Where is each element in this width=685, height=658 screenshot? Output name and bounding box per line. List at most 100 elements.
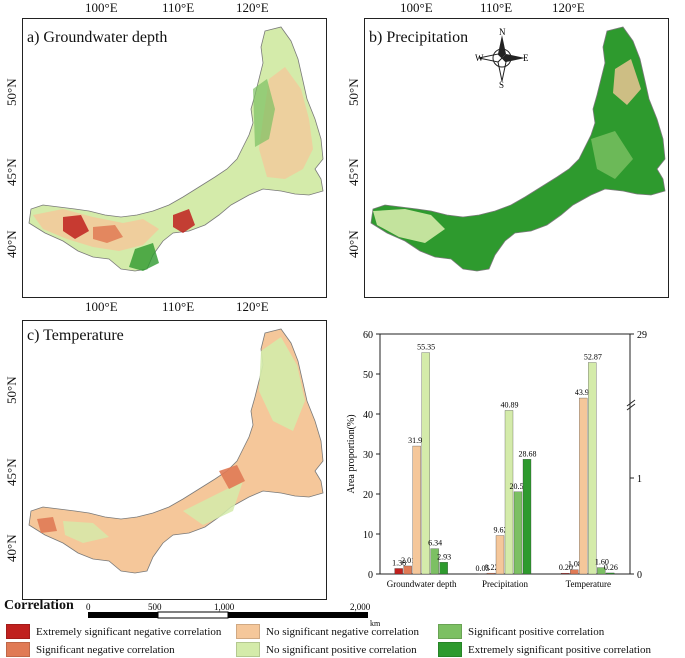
bar — [597, 567, 606, 575]
region-green-ne — [259, 337, 305, 431]
compass-w: W — [475, 53, 484, 63]
scale-label-0: 0 — [86, 602, 91, 612]
lat-tick-c-40: 40°N — [4, 534, 19, 562]
y-tick-label: 0 — [368, 570, 373, 581]
lon-tick-top-b-120: 120°E — [552, 0, 585, 15]
compass-s: S — [499, 80, 504, 89]
scale-bar: 0 500 1,000 2,000 km — [86, 602, 380, 628]
scale-unit: km — [370, 619, 380, 628]
legend-item-ext-pos: Extremely significant positive correlati… — [438, 642, 651, 657]
map-groundwater — [28, 26, 324, 272]
scale-label-500: 500 — [148, 602, 162, 612]
compass-rose: N S E W — [475, 27, 529, 89]
bar-value-label: 1.08 — [568, 560, 582, 569]
legend-label-nosig-neg: No significant negative correlation — [266, 625, 420, 638]
y-right-tick-label: 0 — [637, 570, 642, 581]
bar-value-label: 1.38 — [392, 558, 406, 567]
panel-title-c: c) Temperature — [27, 327, 124, 344]
y-tick-label: 20 — [363, 490, 373, 501]
region-orange-east — [259, 67, 313, 179]
y-tick-label: 30 — [363, 450, 373, 461]
bar — [579, 397, 588, 575]
bar — [606, 572, 615, 575]
legend-swatch-sig-pos — [438, 624, 462, 639]
legend-label-ext-pos: Extremely significant positive correlati… — [468, 643, 651, 656]
lat-tick-c-50: 50°N — [4, 376, 19, 404]
lon-tick-bottom-110: 110°E — [162, 299, 195, 314]
lat-tick-b-45: 45°N — [346, 158, 361, 186]
region-green-west — [63, 521, 109, 543]
legend-swatch-ext-neg — [6, 624, 30, 639]
map-panel-precipitation: b) Precipitation N S E W — [364, 18, 669, 298]
bar-value-label: 0.22 — [485, 563, 499, 572]
y-tick-label: 60 — [363, 330, 373, 341]
panel-title-b: b) Precipitation — [369, 29, 469, 46]
map-precipitation — [370, 26, 666, 272]
bar — [504, 410, 514, 575]
bar-value-label: 20.54 — [510, 482, 528, 491]
region-sig-neg — [93, 225, 123, 243]
legend-label-sig-pos: Significant positive correlation — [468, 625, 605, 638]
lat-tick-b-40: 40°N — [346, 230, 361, 258]
lon-tick-top-b-100: 100°E — [400, 0, 433, 15]
bar — [430, 548, 439, 575]
scale-label-1000: 1,000 — [214, 602, 235, 612]
lat-tick-c-45: 45°N — [4, 458, 19, 486]
bar-value-label: 43.99 — [575, 388, 593, 397]
bar — [439, 562, 448, 575]
lon-tick-top-a-110: 110°E — [162, 0, 195, 15]
legend-swatch-sig-neg — [6, 642, 30, 657]
region-green-patch — [253, 79, 275, 147]
y-right-tick-label: 1 — [637, 474, 642, 485]
bar — [588, 362, 597, 575]
region-red-center — [173, 209, 195, 233]
x-category-label: Groundwater depth — [387, 579, 457, 589]
legend-swatch-nosig-neg — [236, 624, 260, 639]
lat-tick-a-40: 40°N — [4, 230, 19, 258]
legend-item-ext-neg: Extremely significant negative correlati… — [6, 624, 221, 639]
bar — [486, 572, 496, 575]
bar — [513, 491, 523, 575]
lat-tick-a-45: 45°N — [4, 158, 19, 186]
bar — [403, 565, 412, 575]
legend-label-ext-neg: Extremely significant negative correlati… — [36, 625, 222, 638]
legend-label-sig-neg: Significant negative correlation — [36, 643, 175, 656]
axis-break-mark — [626, 399, 636, 407]
axis-break-mark — [626, 403, 636, 411]
y-axis-label: Area proportion(%) — [346, 414, 357, 493]
bar — [421, 352, 430, 575]
lon-tick-bottom-120: 120°E — [236, 299, 269, 314]
y-tick-label: 40 — [363, 410, 373, 421]
region-sig-neg-west — [37, 517, 57, 533]
compass-n: N — [499, 27, 506, 37]
lon-tick-top-a-100: 100°E — [85, 0, 118, 15]
bar-value-label: 31.99 — [408, 436, 426, 445]
lat-tick-b-50: 50°N — [346, 78, 361, 106]
x-category-label: Temperature — [566, 579, 611, 589]
bar-value-label: 28.68 — [519, 449, 537, 458]
lat-tick-a-50: 50°N — [4, 78, 19, 106]
panel-title-a: a) Groundwater depth — [27, 29, 168, 46]
x-category-label: Precipitation — [482, 579, 528, 589]
bar-value-label: 55.35 — [417, 343, 435, 352]
region-light-west — [373, 209, 445, 243]
bar — [412, 445, 421, 575]
legend-swatch-ext-pos — [438, 642, 462, 657]
bar-value-label: 0.05 — [476, 564, 490, 573]
bar-value-label: 9.62 — [494, 526, 508, 535]
region-green-mid — [183, 481, 243, 525]
bar-value-label: 0.26 — [604, 563, 618, 572]
scale-label-2000: 2,000 — [350, 602, 371, 612]
region-red-west — [63, 215, 89, 239]
bar-value-label: 2.93 — [437, 552, 451, 561]
lon-tick-top-b-110: 110°E — [480, 0, 513, 15]
legend-item-sig-neg: Significant negative correlation — [6, 642, 175, 657]
region-light-east — [591, 131, 633, 179]
bar-value-label: 6.34 — [428, 539, 442, 548]
bar-value-label: 40.89 — [501, 400, 519, 409]
legend-label-nosig-pos: No significant positive correlation — [266, 643, 417, 656]
bar-value-label: 52.87 — [584, 353, 602, 362]
bar-value-label: 1.60 — [595, 558, 609, 567]
map-panel-groundwater: a) Groundwater depth — [22, 18, 327, 298]
